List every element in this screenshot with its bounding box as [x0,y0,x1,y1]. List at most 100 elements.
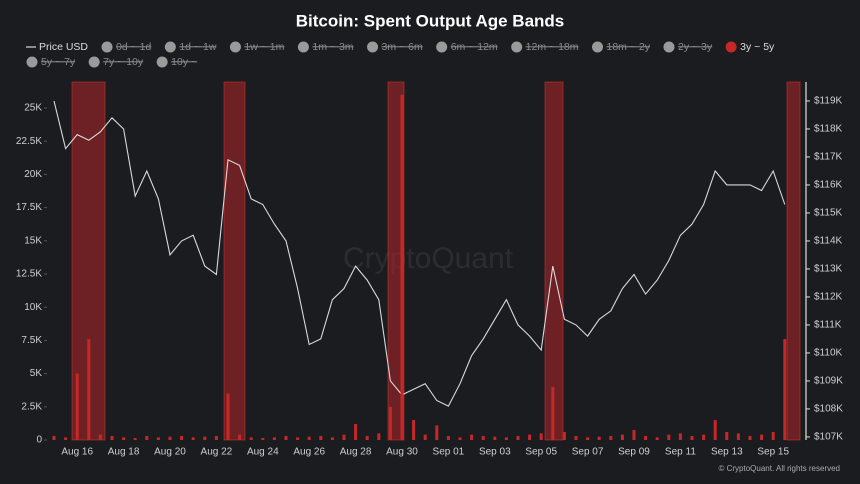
legend-label: 1w ~ 1m [244,41,284,53]
bar [493,436,497,440]
x-tick-label: Sep 05 [525,447,557,458]
x-tick-label: Aug 24 [247,447,279,458]
legend-item[interactable]: 5y ~ 7y [26,56,76,68]
bar [574,436,578,440]
legend-label: 1d ~ 1w [179,41,216,53]
bar [249,437,253,440]
bar [145,436,149,440]
y-tick-label: 7.5K [21,335,42,346]
legend-label: Price USD [39,41,88,53]
legend-item[interactable]: 6m ~ 12m [436,41,498,53]
bar [632,430,636,440]
legend-item[interactable]: 12m ~ 18m [511,41,579,53]
legend-item[interactable]: 7y ~ 10y [88,56,144,68]
y2-tick-label: $119K [814,96,843,107]
bar [342,434,346,440]
x-tick-label: Sep 01 [433,447,465,458]
legend-label: 10y ~ [171,56,197,68]
bar [388,406,392,440]
bar [748,436,752,440]
y-tick-label: 5K [30,368,43,379]
y-tick-label: 15K [24,235,42,246]
legend-item[interactable]: 10y ~ [156,56,197,68]
y2-tick-label: $108K [814,404,843,415]
legend-item[interactable]: 0d ~ 1d [101,41,152,53]
legend-swatch [592,41,603,53]
legend-swatch [88,56,100,68]
legend-swatch [663,41,675,53]
y-tick-label: 10K [24,302,42,313]
bar [736,433,740,440]
bar [354,424,358,440]
legend-label: 12m ~ 18m [526,41,579,53]
bar [771,432,775,440]
y-tick-label: 0 [36,435,42,446]
x-tick-label: Aug 16 [61,447,93,458]
legend-swatch [725,41,737,53]
y-tick-label: 25K [24,103,42,114]
legend-label: 7y ~ 10y [103,56,144,68]
y2-tick-label: $114K [814,236,843,247]
legend-item[interactable]: 1d ~ 1w [164,41,217,53]
bar [180,436,184,440]
watermark: CryptoQuant [343,242,514,275]
y2-tick-label: $111K [814,320,842,331]
legend-item[interactable]: 3m ~ 6m [367,41,423,53]
y2-tick-label: $113K [814,264,843,275]
bar [284,436,288,440]
bar [319,436,323,440]
legend-label: 5y ~ 7y [41,56,76,68]
x-tick-label: Sep 03 [479,447,511,458]
bar [64,437,68,440]
bar [562,432,566,440]
legend-swatch [229,41,241,53]
legend-label: 3m ~ 6m [382,41,423,53]
x-tick-label: Sep 15 [757,447,789,458]
bar [423,434,427,440]
bar [203,436,207,440]
legend-item[interactable]: 18m ~ 2y [592,41,651,53]
y2-tick-label: $107K [814,432,843,443]
bar [75,373,79,440]
y-tick-label: 22.5K [16,136,42,147]
bar [690,436,694,440]
legend-label: 3y ~ 5y [740,41,775,53]
y2-tick-label: $118K [814,124,843,135]
bar [667,434,671,440]
legend-swatch [26,56,38,68]
bar [725,432,729,440]
legend-swatch [164,41,176,53]
bar [783,339,787,440]
legend-swatch [297,41,309,53]
x-tick-label: Aug 28 [340,447,372,458]
bar [272,437,276,440]
x-tick-label: Sep 09 [618,447,650,458]
legend-item[interactable]: 1m ~ 3m [297,41,354,53]
bar [597,436,601,440]
bar [446,436,450,440]
legend-item[interactable]: 1w ~ 1m [229,41,285,53]
highlight-band [387,81,405,441]
legend-item[interactable]: 2y ~ 3y [663,41,713,53]
bar [435,425,439,440]
y2-tick-label: $115K [814,208,843,219]
legend-item[interactable]: Price USD [26,41,88,53]
highlight-bands [71,81,801,441]
x-tick-label: Sep 13 [711,447,743,458]
y-tick-label: 12.5K [16,269,42,280]
bar [760,434,764,440]
bar [400,94,404,440]
bar [226,393,230,440]
bar [52,436,56,440]
legend-swatch [511,41,523,53]
footer: © CryptoQuant. All rights reserved [719,464,841,473]
bar [296,437,300,440]
legend-item[interactable]: 3y ~ 5y [725,41,775,53]
bar [191,437,195,440]
bar [261,438,265,440]
legend-swatch [367,41,379,53]
bar [678,433,682,440]
y2-tick-label: $116K [814,180,843,191]
bar [98,434,102,440]
